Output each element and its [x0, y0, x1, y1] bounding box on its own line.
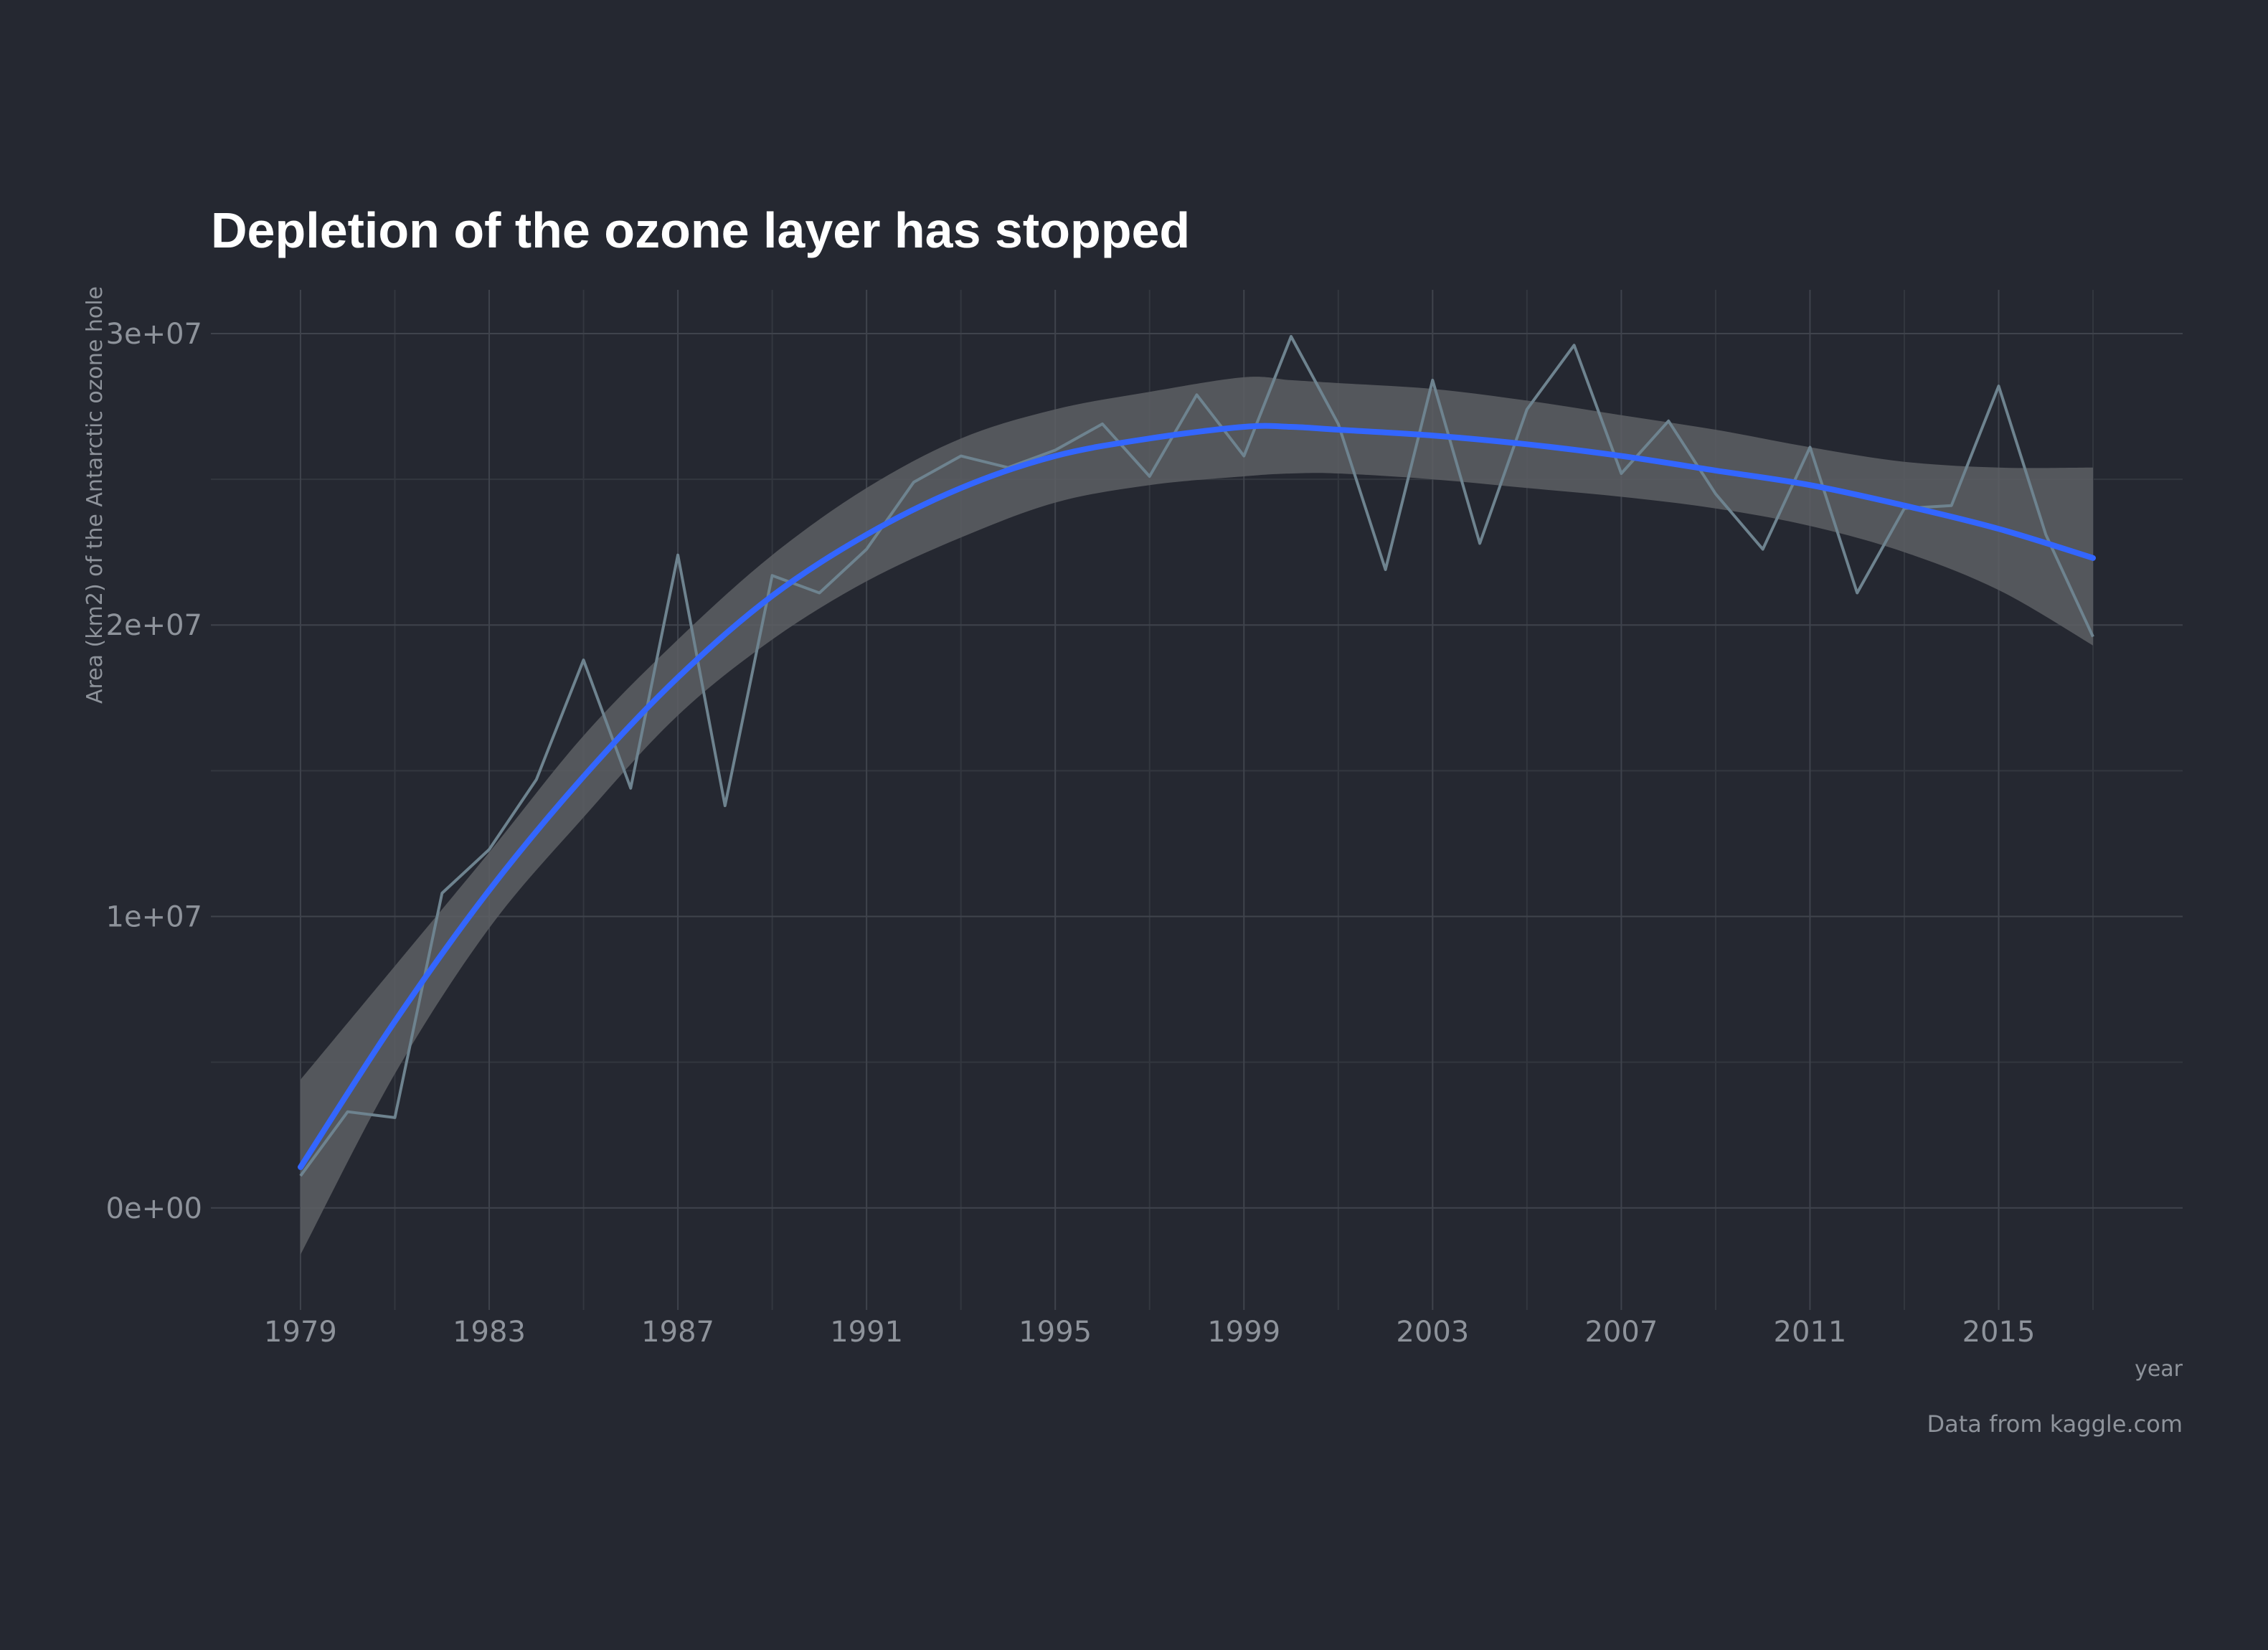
x-tick-label: 2003: [1396, 1316, 1469, 1349]
x-axis-ticks: 1979 1983 1987 1991 1995 1999 2003 2007 2011 2015: [264, 1316, 2035, 1349]
x-tick-label: 1979: [264, 1316, 337, 1349]
x-tick-label: 1991: [830, 1316, 903, 1349]
x-axis-title: year: [2135, 1357, 2183, 1382]
x-tick-label: 2011: [1774, 1316, 1847, 1349]
y-tick-label: 2e+07: [106, 609, 202, 642]
x-tick-label: 2007: [1584, 1316, 1658, 1349]
y-tick-label: 0e+00: [106, 1192, 202, 1225]
x-tick-label: 2015: [1962, 1316, 2036, 1349]
y-axis-ticks: 0e+00 1e+07 2e+07 3e+07: [106, 318, 202, 1225]
y-tick-label: 3e+07: [106, 318, 202, 351]
confidence-band-layer: [301, 377, 2093, 1255]
x-tick-label: 1999: [1207, 1316, 1280, 1349]
x-tick-label: 1995: [1019, 1316, 1092, 1349]
smoothed-trend-line: [298, 423, 2096, 1170]
x-tick-label: 1983: [453, 1316, 526, 1349]
series-layer: [298, 335, 2096, 1177]
confidence-band: [301, 377, 2093, 1255]
x-tick-label: 1987: [641, 1316, 714, 1349]
y-axis-title: Area (km2) of the Antarctic ozone hole: [82, 286, 108, 704]
y-tick-label: 1e+07: [106, 901, 202, 934]
chart-title: Depletion of the ozone layer has stopped: [211, 202, 1190, 258]
chart-caption: Data from kaggle.com: [1927, 1410, 2183, 1438]
